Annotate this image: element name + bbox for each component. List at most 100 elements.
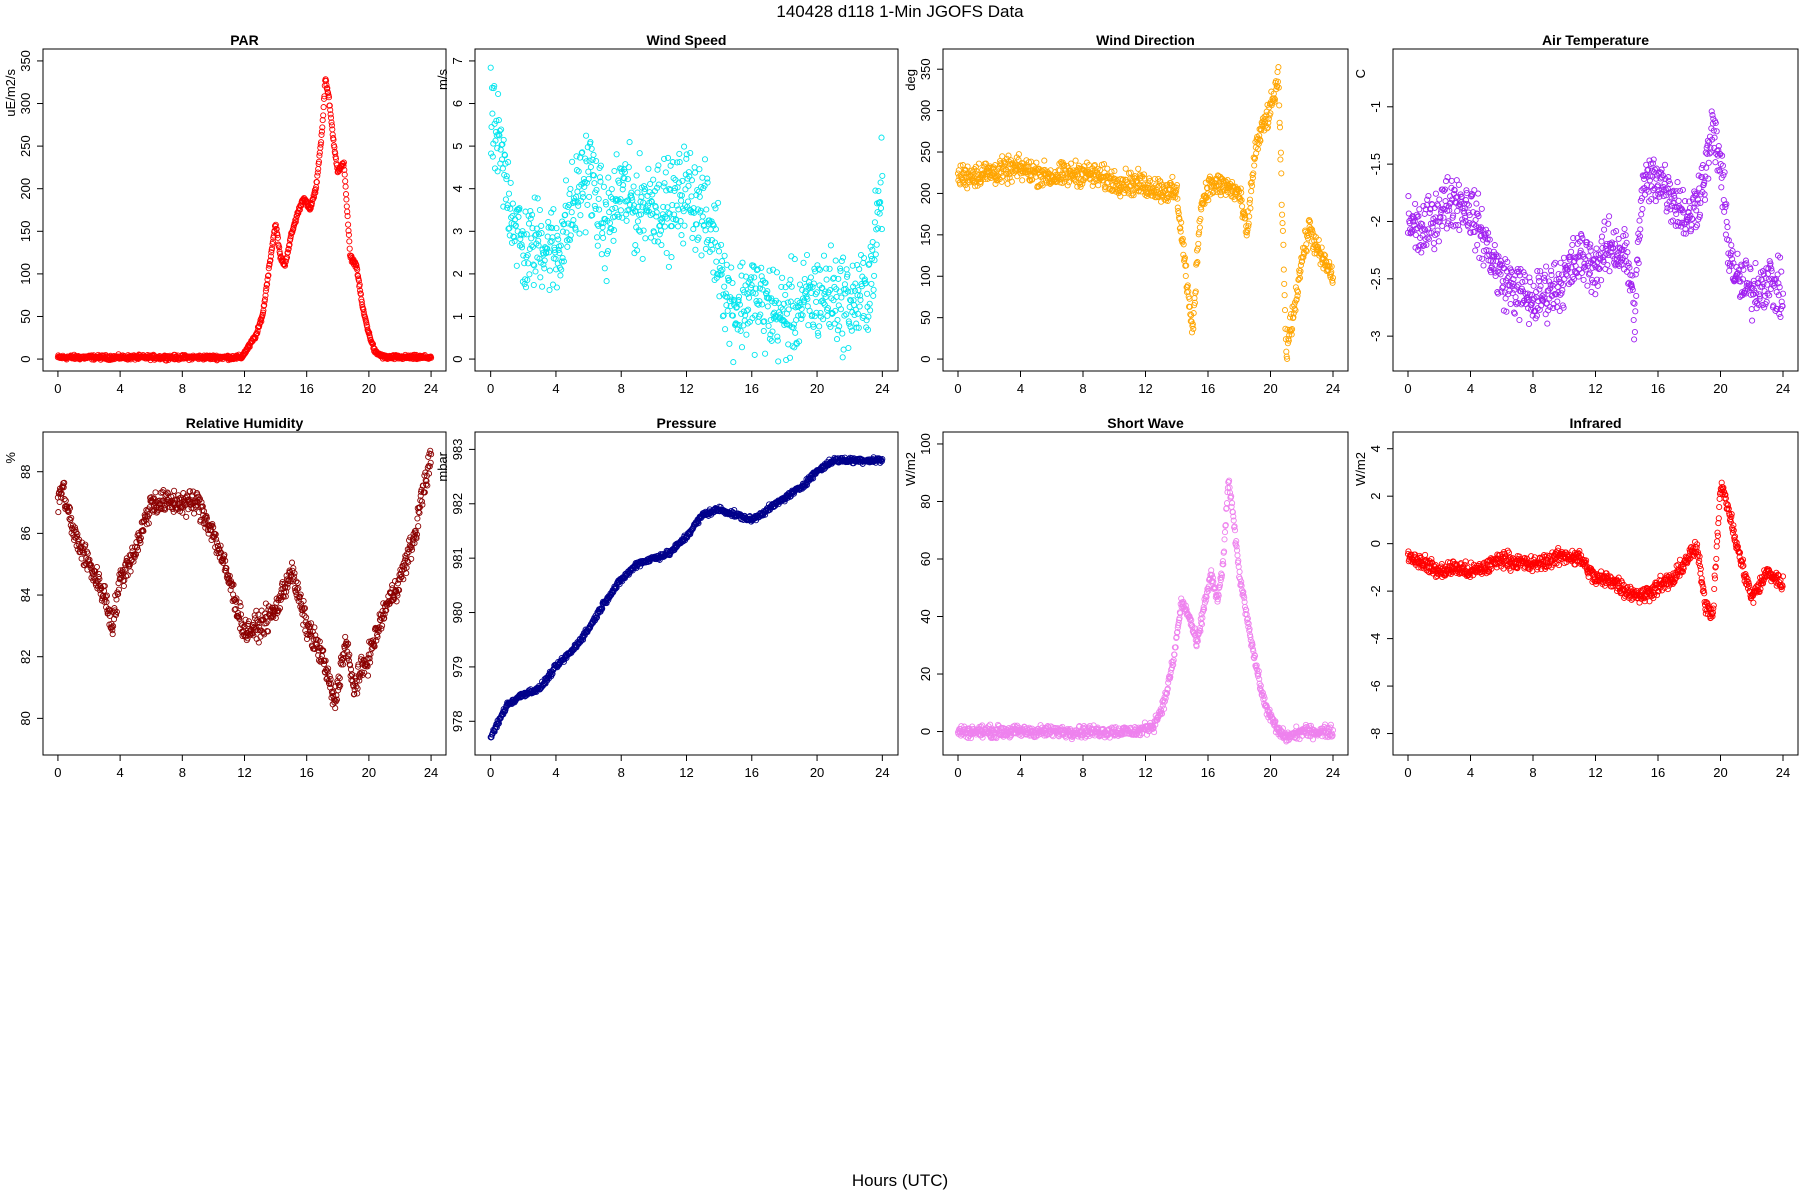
data-point <box>848 327 855 334</box>
data-point <box>638 194 645 201</box>
data-point <box>1704 150 1711 157</box>
data-point <box>1587 247 1594 254</box>
data-point <box>1764 281 1771 288</box>
data-point <box>1326 258 1333 266</box>
data-point <box>697 207 704 214</box>
data-point <box>778 283 785 290</box>
data-point <box>846 320 853 327</box>
data-point <box>1550 301 1557 308</box>
data-point <box>1632 271 1639 278</box>
x-tick-label: 8 <box>618 381 625 396</box>
data-point <box>318 131 325 138</box>
data-point <box>682 186 689 193</box>
data-point <box>1275 64 1282 71</box>
data-point <box>870 286 877 293</box>
data-point <box>78 555 85 562</box>
data-point <box>736 321 743 329</box>
data-point <box>1606 213 1613 220</box>
data-point <box>1742 257 1749 264</box>
data-point <box>344 213 351 220</box>
data-point <box>1701 179 1708 186</box>
data-point <box>712 226 719 233</box>
data-point <box>1545 278 1553 285</box>
data-point <box>1491 242 1498 249</box>
data-point <box>1307 218 1314 225</box>
data-point <box>528 235 535 242</box>
data-point <box>1201 200 1208 207</box>
x-tick-label: 4 <box>552 765 559 780</box>
data-point <box>1543 263 1550 270</box>
data-point <box>1696 211 1704 218</box>
data-point <box>66 505 74 512</box>
data-point <box>503 176 510 183</box>
data-point <box>823 265 830 272</box>
data-point <box>857 292 864 299</box>
data-point <box>843 273 851 280</box>
data-point <box>1618 247 1625 254</box>
data-point <box>314 169 321 176</box>
data-point <box>414 515 421 522</box>
data-point <box>689 234 696 241</box>
data-point <box>560 258 567 265</box>
data-point <box>810 323 817 330</box>
data-point <box>1620 232 1627 239</box>
data-point <box>1693 190 1700 198</box>
data-point <box>847 323 854 330</box>
data-point <box>838 294 845 301</box>
data-point <box>488 123 495 131</box>
data-point <box>845 318 852 325</box>
data-point <box>572 226 579 233</box>
data-point <box>653 209 660 216</box>
data-point <box>1200 199 1207 207</box>
data-point <box>541 265 548 272</box>
data-point <box>1292 284 1299 291</box>
data-point <box>1653 175 1660 182</box>
data-point <box>1768 265 1775 272</box>
data-point <box>1103 180 1110 187</box>
data-point <box>877 205 885 212</box>
data-point <box>1446 200 1453 207</box>
data-point <box>84 550 91 557</box>
data-point <box>774 333 781 340</box>
data-point <box>1276 119 1283 126</box>
data-point <box>662 169 669 176</box>
data-point <box>553 284 560 291</box>
data-point <box>1188 329 1196 336</box>
x-tick-label: 0 <box>54 381 61 396</box>
data-point <box>718 241 725 248</box>
data-point <box>503 173 510 180</box>
data-point <box>1510 309 1518 316</box>
data-point <box>1503 308 1510 315</box>
data-point <box>1421 226 1428 233</box>
y-tick-label: 200 <box>918 183 933 205</box>
data-point <box>698 252 705 259</box>
data-point <box>1434 227 1441 234</box>
data-point <box>1209 189 1216 196</box>
data-point <box>1713 128 1720 135</box>
data-point <box>1425 235 1432 242</box>
data-point <box>760 327 767 335</box>
data-point <box>1261 119 1269 126</box>
data-point <box>729 312 736 319</box>
data-point <box>807 283 814 290</box>
data-point <box>850 297 857 304</box>
data-point <box>331 144 338 151</box>
panel-title: Wind Direction <box>1096 32 1195 48</box>
data-point <box>562 211 569 218</box>
data-point <box>587 163 594 171</box>
data-point <box>265 272 272 279</box>
y-tick-label: 2 <box>450 270 465 277</box>
data-point <box>1424 196 1431 203</box>
data-point <box>1471 228 1478 236</box>
data-point <box>1425 192 1432 200</box>
data-point <box>1520 269 1527 276</box>
data-point <box>489 110 496 117</box>
data-point <box>521 260 528 267</box>
data-point <box>694 186 701 194</box>
data-point <box>964 185 971 192</box>
data-point <box>1419 221 1426 228</box>
data-point <box>1037 181 1044 188</box>
data-point <box>1187 311 1194 318</box>
data-point <box>1480 262 1487 269</box>
